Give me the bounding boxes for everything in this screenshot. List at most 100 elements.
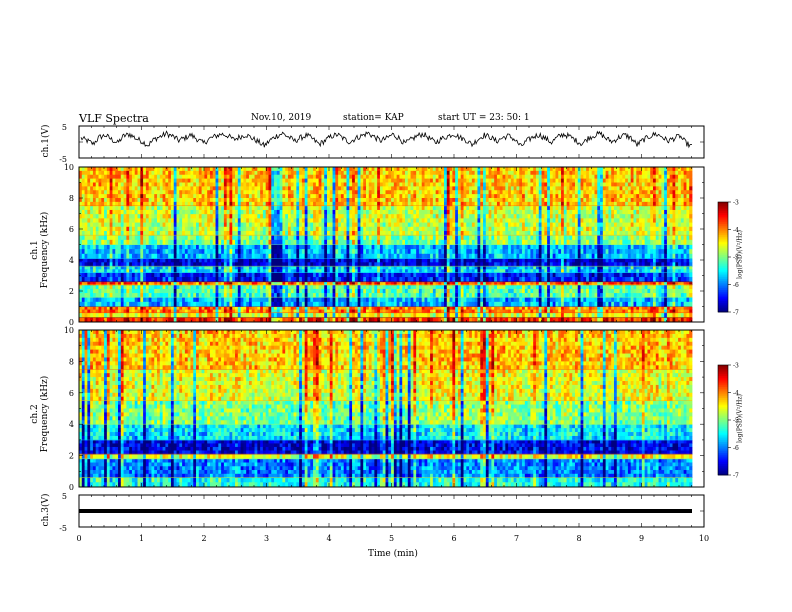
ch1-spectrogram-cell	[591, 244, 595, 250]
ch1-spectrogram-cell	[661, 244, 665, 250]
ch1-spectrogram-cell	[496, 306, 501, 310]
ch1-spectrogram-cell	[235, 272, 239, 278]
ch1-spectrogram-cell	[126, 277, 130, 283]
ch1-spectrogram-cell	[352, 266, 356, 270]
ch1-spectrogram-cell	[154, 266, 158, 270]
ch1-spectrogram-cell	[260, 312, 264, 318]
ch1-spectrogram-cell	[204, 249, 208, 255]
ch1-spectrogram-cell	[644, 249, 648, 255]
ch1-spectrogram-cell	[137, 235, 141, 241]
ch1-spectrogram-cell	[321, 284, 325, 290]
ch1-spectrogram-cell	[647, 253, 651, 259]
ch1-spectrogram-cell	[505, 284, 509, 290]
ch1-spectrogram-cell	[182, 272, 186, 278]
ch1-spectrogram-cell	[120, 288, 124, 294]
ch1-spectrogram-cell	[658, 284, 662, 290]
ch1-spectrogram-cell	[382, 272, 386, 278]
ch1-spectrogram-cell	[499, 288, 503, 294]
ch1-spectrogram-cell	[413, 309, 417, 314]
ch1-spectrogram-cell	[90, 301, 94, 307]
ch1-spectrogram-cell	[405, 272, 409, 278]
ch1-spectrogram-cell	[446, 249, 450, 255]
ch1-spectrogram-cell	[382, 281, 386, 286]
ch1-spectrogram-cell	[544, 266, 548, 270]
ch1-spectrogram-cell	[547, 235, 551, 241]
ch1-spectrogram-cell	[605, 284, 609, 290]
ch1-spectrogram-cell	[538, 235, 542, 241]
ch1-spectrogram-cell	[416, 253, 420, 259]
ch1-spectrogram-cell	[552, 317, 556, 323]
ch1-spectrogram-cell	[438, 262, 442, 267]
ch1-spectrogram-cell	[577, 253, 581, 259]
ch1-spectrogram-cell	[513, 297, 517, 303]
ch1-spectrogram-cell	[257, 269, 261, 273]
ch1-spectrogram-cell	[90, 258, 94, 263]
ch1-spectrogram-cell	[265, 239, 269, 245]
ch1-spectrogram-cell	[652, 272, 657, 278]
ch1-spectrogram-cell	[513, 262, 517, 267]
ch1-spectrogram-cell	[625, 272, 629, 278]
ch1-spectrogram-cell	[474, 262, 478, 267]
ch1-spectrogram-cell	[140, 284, 144, 290]
ch1-spectrogram-cell	[340, 239, 345, 245]
ch1-spectrogram-cell	[680, 272, 685, 278]
ch1-spectrogram-cell	[625, 301, 629, 307]
ch1-spectrogram-cell	[129, 269, 133, 273]
ch1-spectrogram-cell	[262, 312, 267, 318]
ch1-spectrogram-cell	[416, 309, 420, 314]
ch1-spectrogram-cell	[209, 312, 214, 318]
ch1-spectrogram-cell	[318, 262, 322, 267]
ch1-spectrogram-cell	[366, 281, 370, 286]
ch1-spectrogram-cell	[502, 281, 506, 286]
ch1-spectrogram-cell	[276, 288, 281, 294]
ch1-spectrogram-cell	[170, 277, 175, 283]
ch1-spectrogram-cell	[184, 284, 189, 290]
ch1-spectrogram-cell	[193, 306, 197, 310]
ch1-spectrogram-cell	[162, 301, 166, 307]
ch1-spectrogram-cell	[315, 258, 320, 263]
ch1-spectrogram-cell	[159, 239, 163, 245]
ch1-spectrogram-cell	[318, 293, 322, 298]
ch1-spectrogram-cell	[424, 284, 428, 290]
ch1-spectrogram-cell	[332, 288, 336, 294]
ch1-spectrogram-cell	[619, 235, 623, 241]
ch1-spectrogram-cell	[441, 239, 445, 245]
ch1-spectrogram-cell	[87, 262, 91, 267]
ch1-spectrogram-cell	[196, 269, 200, 273]
ch1-spectrogram-cell	[379, 309, 384, 314]
ch1-spectrogram-cell	[321, 269, 325, 273]
ch1-spectrogram-cell	[379, 312, 384, 318]
ch1-spectrogram-cell	[457, 312, 462, 318]
ch1-spectrogram-cell	[338, 317, 342, 323]
ch1-spectrogram-cell	[572, 253, 576, 259]
ch1-spectrogram-cell	[407, 281, 411, 286]
ch1-spectrogram-cell	[310, 293, 314, 298]
ch1-spectrogram-cell	[209, 258, 214, 263]
ch1-spectrogram-cell	[421, 301, 425, 307]
ch1-spectrogram-cell	[661, 269, 665, 273]
ch1-spectrogram-cell	[588, 249, 593, 255]
ch1-spectrogram-cell	[418, 288, 423, 294]
ch1-spectrogram-cell	[159, 297, 163, 303]
ch1-spectrogram-cell	[466, 301, 470, 307]
ch1-spectrogram-cell	[650, 272, 654, 278]
ch1-spectrogram-cell	[240, 309, 244, 314]
ch1-spectrogram-cell	[471, 258, 476, 263]
ch1-spectrogram-cell	[235, 284, 239, 290]
ch1-spectrogram-cell	[586, 317, 590, 323]
ch1-spectrogram-cell	[496, 284, 501, 290]
ch1-spectrogram-cell	[466, 258, 470, 263]
ch1-spectrogram-cell	[235, 281, 239, 286]
ch1-spectrogram-cell	[627, 306, 632, 310]
ch1-spectrogram-cell	[274, 253, 278, 259]
ch1-spectrogram-cell	[179, 249, 183, 255]
ch1-spectrogram-cell	[502, 269, 506, 273]
ch1-spectrogram-cell	[563, 277, 568, 283]
ch1-spectrogram-cell	[126, 293, 130, 298]
ch1-spectrogram-cell	[477, 312, 481, 318]
ch1-spectrogram-cell	[385, 205, 389, 211]
ch1-spectrogram-cell	[109, 272, 113, 278]
ch1-spectrogram-cell	[79, 306, 83, 310]
ch1-spectrogram-cell	[494, 253, 498, 259]
ch1-spectrogram-cell	[388, 262, 392, 267]
